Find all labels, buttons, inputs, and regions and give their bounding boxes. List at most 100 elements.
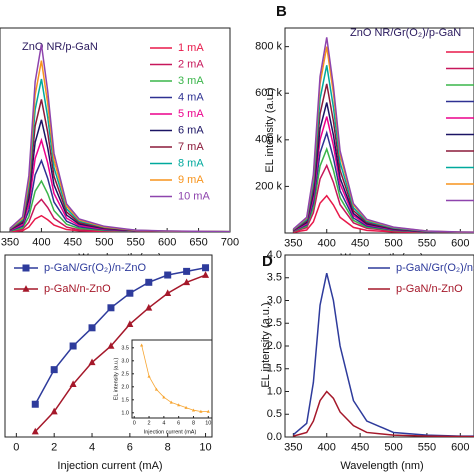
marker — [147, 374, 151, 378]
series-line — [293, 390, 474, 437]
legend-marker — [22, 264, 30, 272]
marker — [145, 278, 153, 286]
y-tick-label: 600 k — [255, 87, 282, 99]
marker — [31, 400, 39, 408]
chart-title: ZnO NR/Gr(O₂)/p-GaN — [350, 27, 461, 39]
y-axis-label: EL intensity (a.u.) — [264, 87, 276, 172]
marker — [88, 358, 96, 366]
y-tick-label: 200 k — [255, 180, 282, 192]
plot-frame — [131, 339, 213, 419]
x-tick-label: 650 — [189, 236, 207, 248]
x-axis-label: Injection current (mA) — [144, 429, 197, 435]
marker — [126, 289, 134, 297]
panel: 350 400 450 500 550 600 0.0 0.5 1.0 1.5 2.0 2.5 3.0 3… — [260, 249, 474, 472]
x-axis-label: Wavelength (nm) — [340, 460, 423, 472]
x-tick-label: 500 — [95, 236, 113, 248]
marker — [162, 395, 166, 399]
x-tick-label: 400 — [318, 237, 336, 249]
legend-marker — [22, 285, 30, 292]
marker — [107, 304, 115, 312]
x-tick-label: 450 — [351, 237, 369, 249]
marker — [88, 324, 96, 332]
legend-label: 2 mA — [178, 58, 204, 70]
x-tick-label: 6 — [177, 421, 180, 427]
marker — [202, 271, 210, 278]
marker — [206, 409, 210, 413]
y-tick-label: 1.5 — [121, 397, 129, 403]
legend-label: p-GaN/Gr(O₂)/n-ZnO — [396, 262, 474, 274]
marker — [31, 427, 39, 435]
marker — [126, 320, 134, 327]
legend-label: 9 mA — [178, 174, 204, 186]
x-tick-label: 350 — [1, 236, 19, 248]
legend-label: 1 mA — [178, 42, 204, 54]
x-axis-label: Injection current (mA) — [57, 460, 162, 472]
marker — [184, 405, 188, 409]
panel-label: B — [276, 3, 287, 20]
y-tick-label: 3.5 — [267, 272, 282, 284]
x-tick-label: 4 — [89, 441, 95, 453]
x-tick-label: 500 — [384, 237, 402, 249]
marker — [107, 342, 115, 349]
series-line — [141, 345, 209, 412]
y-tick-label: 3.0 — [267, 294, 282, 306]
legend-label: 5 mA — [178, 108, 204, 120]
x-tick-label: 6 — [127, 441, 133, 453]
series-line — [34, 274, 206, 433]
marker — [50, 407, 58, 415]
x-tick-label: 600 — [158, 236, 176, 248]
series-line — [34, 267, 206, 405]
x-tick-label: 350 — [284, 237, 302, 249]
panel: 0 2 4 6 8 10 1.0 1.5 2.0 2.5 3.0 3.5 Injection curre… — [113, 339, 213, 435]
marker — [199, 409, 203, 413]
y-tick-label: 0.0 — [267, 431, 282, 443]
x-tick-label: 450 — [64, 236, 82, 248]
x-tick-label: 500 — [384, 441, 402, 453]
x-tick-label: 10 — [199, 441, 211, 453]
marker — [50, 366, 58, 374]
y-tick-label: 400 k — [255, 134, 282, 146]
x-tick-label: 2 — [51, 441, 57, 453]
x-tick-label: 8 — [165, 441, 171, 453]
x-tick-label: 0 — [13, 441, 19, 453]
x-tick-label: 400 — [32, 236, 50, 248]
panel-label: D — [262, 253, 273, 270]
series-line — [292, 273, 474, 437]
marker — [140, 343, 144, 347]
x-tick-label: 0 — [133, 421, 136, 427]
x-tick-label: 10 — [205, 421, 211, 427]
marker — [202, 264, 210, 272]
marker — [177, 403, 181, 407]
x-tick-label: 700 — [221, 236, 239, 248]
x-tick-label: 2 — [148, 421, 151, 427]
marker — [183, 278, 191, 286]
x-tick-label: 600 — [451, 441, 469, 453]
y-tick-label: 1.5 — [267, 363, 282, 375]
legend-label: 8 mA — [178, 157, 204, 169]
marker — [183, 267, 191, 275]
marker — [145, 303, 153, 311]
y-tick-label: 2.5 — [267, 317, 282, 329]
marker — [69, 342, 77, 350]
marker — [164, 271, 172, 279]
y-tick-label: 2.5 — [121, 371, 129, 377]
y-tick-label: 1.0 — [121, 410, 129, 416]
y-tick-label: 4.0 — [267, 249, 282, 261]
y-tick-label: 2.0 — [267, 340, 282, 352]
x-tick-label: 350 — [284, 441, 302, 453]
legend-label: 6 mA — [178, 124, 204, 136]
marker — [191, 408, 196, 412]
legend-label: 3 mA — [178, 75, 204, 87]
y-axis-label: EL intensity (a.u.) — [113, 358, 119, 401]
y-tick-label: 0.5 — [267, 408, 282, 420]
y-tick-label: 1.0 — [267, 385, 282, 397]
legend-label: 7 mA — [178, 141, 204, 153]
legend-label: 10 mA — [178, 190, 210, 202]
legend-label: 4 mA — [178, 91, 204, 103]
x-tick-label: 550 — [127, 236, 145, 248]
x-tick-label: 550 — [418, 237, 436, 249]
y-tick-label: 3.0 — [121, 358, 129, 364]
y-axis-label: EL intensity (a.u.) — [260, 302, 272, 387]
